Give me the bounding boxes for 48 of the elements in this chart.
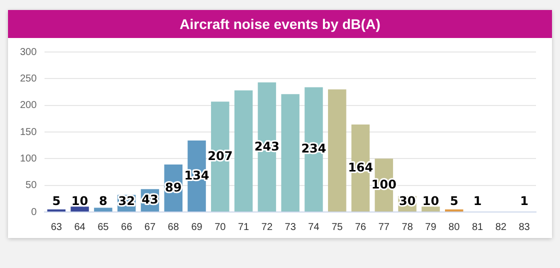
x-tick-label: 63 (50, 222, 62, 233)
data-label: 43 (142, 192, 158, 207)
data-label: 1 (520, 194, 528, 208)
data-label: 10 (422, 194, 440, 208)
y-tick-label: 200 (20, 100, 38, 112)
x-tick-label: 64 (74, 222, 86, 233)
bar (94, 208, 112, 212)
x-tick-label: 77 (378, 222, 390, 233)
x-tick-label: 76 (354, 222, 367, 233)
x-tick-label: 65 (98, 222, 110, 233)
bar (422, 206, 440, 212)
y-tick-label: 150 (20, 126, 38, 138)
x-tick-label: 66 (121, 222, 133, 233)
x-tick-label: 82 (495, 222, 507, 233)
y-tick-label: 0 (31, 206, 38, 218)
x-tick-label: 81 (472, 222, 484, 233)
x-tick-label: 69 (191, 222, 203, 233)
y-tick-label: 50 (26, 180, 38, 192)
x-tick-label: 67 (144, 222, 156, 233)
bar (234, 90, 253, 212)
y-tick-label: 100 (20, 153, 38, 164)
x-tick-label: 83 (518, 222, 530, 233)
data-label: 10 (71, 194, 88, 208)
bar (281, 94, 300, 212)
y-tick-label: 250 (20, 73, 38, 84)
bar (70, 206, 89, 212)
data-label: 89 (165, 180, 182, 194)
y-tick-label: 300 (20, 46, 38, 58)
x-tick-label: 68 (168, 222, 180, 233)
data-label: 5 (52, 194, 61, 208)
data-label: 8 (98, 194, 108, 208)
x-tick-label: 73 (284, 222, 296, 233)
x-tick-label: 79 (425, 222, 437, 233)
data-label: 32 (118, 194, 135, 208)
data-label: 100 (371, 177, 396, 192)
x-tick-label: 75 (332, 222, 344, 233)
chart-title: Aircraft noise events by dB(A) (8, 10, 552, 38)
x-tick-label: 78 (402, 222, 414, 233)
x-tick-label: 71 (238, 222, 250, 233)
x-tick-label: 72 (261, 222, 273, 233)
bar (328, 89, 346, 212)
x-tick-label: 70 (214, 222, 226, 233)
data-label: 207 (208, 148, 233, 163)
x-tick-label: 80 (448, 222, 460, 233)
data-label: 1 (473, 194, 482, 208)
data-label: 30 (398, 194, 416, 208)
data-label: 5 (450, 194, 458, 208)
x-tick-label: 74 (308, 222, 320, 233)
